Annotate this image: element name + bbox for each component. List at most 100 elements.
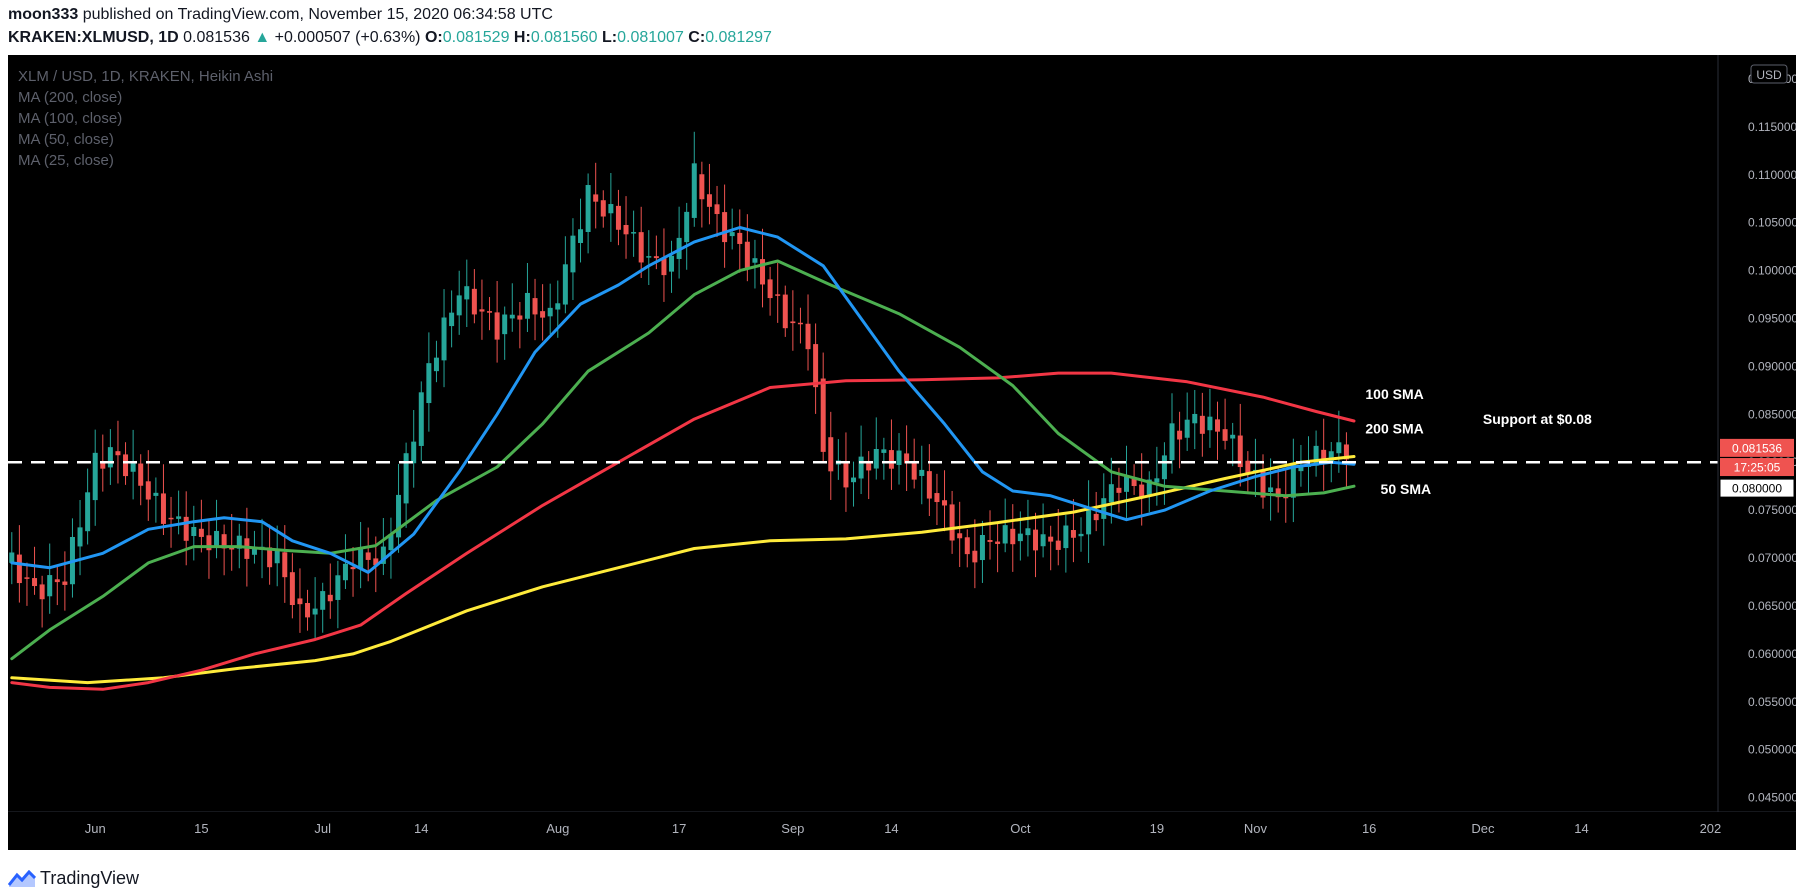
candle-body	[669, 255, 675, 272]
candle-body	[699, 174, 705, 200]
tradingview-watermark[interactable]: TradingView	[8, 868, 139, 889]
candle-body	[979, 535, 985, 561]
candle-body	[752, 258, 758, 263]
author-name[interactable]: moon333	[8, 6, 79, 23]
candle-body	[615, 205, 621, 230]
candle-body	[797, 322, 803, 325]
publish-info: published on TradingView.com, November 1…	[82, 6, 553, 23]
candle-body	[729, 232, 735, 237]
open-label: O:	[424, 29, 443, 46]
candle-body	[123, 454, 129, 477]
candle-body	[1131, 478, 1137, 487]
candle-body	[1002, 525, 1008, 544]
candle-body	[608, 204, 614, 214]
time-tick-label: Oct	[1010, 821, 1031, 836]
candle-body	[1260, 469, 1266, 498]
annotation-label[interactable]: 50 SMA	[1381, 481, 1432, 497]
legend-ma100[interactable]: MA (100, close)	[18, 110, 122, 127]
candle-body	[1101, 498, 1107, 519]
candle-body	[813, 344, 819, 388]
candle-body	[1343, 444, 1349, 460]
candle-body	[1070, 530, 1076, 538]
candle-body	[873, 449, 879, 469]
candle-body	[471, 288, 477, 315]
header-line-2: KRAKEN:XLMUSD, 1D 0.081536 ▲ +0.000507 (…	[8, 29, 772, 47]
legend-title[interactable]: XLM / USD, 1D, KRAKEN, Heikin Ashi	[18, 68, 273, 85]
ma50-line[interactable]	[10, 259, 1356, 661]
time-tick-label: 202	[1700, 821, 1722, 836]
price-tick-label: 0.060000	[1748, 647, 1796, 661]
time-tick-label: 15	[194, 821, 208, 836]
price-label-countdown: 17:25:05	[1734, 461, 1781, 475]
price-chart[interactable]: 0.045000 0.050000 0.055000 0.060000 0.065000…	[8, 55, 1796, 850]
candle-body	[562, 264, 568, 305]
candle-body	[782, 294, 788, 329]
candle-body	[380, 546, 386, 564]
candle-body	[274, 549, 280, 564]
candle-body	[820, 378, 826, 452]
tradingview-logo-icon	[8, 869, 36, 887]
ma25-line[interactable]	[10, 226, 1356, 574]
candle-body	[1033, 529, 1039, 551]
price-label-bg	[1719, 478, 1795, 498]
currency-button[interactable]: USD	[1750, 64, 1788, 84]
candle-body	[464, 286, 470, 300]
price-tick-label: 0.045000	[1748, 791, 1796, 805]
open-value: 0.081529	[442, 29, 510, 46]
candle-body	[1298, 465, 1304, 472]
candle-body	[585, 185, 591, 233]
candle-body	[517, 315, 523, 320]
candle-body	[183, 516, 189, 541]
price-tick-label: 0.075000	[1748, 503, 1796, 517]
candle-body	[1321, 449, 1327, 464]
annotation-label[interactable]: 100 SMA	[1365, 386, 1423, 402]
candle-body	[9, 552, 15, 563]
candle-body	[191, 526, 197, 537]
ma200-line[interactable]	[10, 455, 1356, 685]
price-tick-label: 0.090000	[1748, 359, 1796, 373]
candle-body	[555, 303, 561, 310]
price-axis[interactable]	[1718, 55, 1796, 812]
candle-body	[487, 311, 493, 313]
annotations-layer: 100 SMA 200 SMA Support at $0.08 50 SMA	[1365, 386, 1592, 497]
candle-body	[570, 235, 576, 273]
candle-body	[1275, 488, 1281, 498]
candle-body	[1336, 442, 1342, 454]
candle-body	[623, 224, 629, 235]
candle-body	[904, 453, 910, 464]
candle-body	[1010, 528, 1016, 545]
candle-body	[1199, 415, 1205, 434]
candle-body	[433, 357, 439, 372]
time-axis[interactable]	[8, 812, 1796, 850]
time-tick-label: 14	[414, 821, 428, 836]
annotation-label[interactable]: Support at $0.08	[1483, 411, 1592, 427]
candle-body	[1207, 416, 1213, 431]
candle-body	[775, 294, 781, 296]
annotation-label[interactable]: 200 SMA	[1365, 421, 1423, 437]
candle-body	[995, 541, 1001, 544]
chart-background[interactable]	[8, 55, 1796, 850]
candle-body	[85, 492, 91, 532]
candle-body	[547, 307, 553, 317]
candle-body	[737, 232, 743, 244]
candle-body	[760, 259, 766, 285]
up-arrow-icon: ▲	[254, 29, 271, 46]
candle-body	[449, 312, 455, 327]
candle-body	[312, 608, 318, 615]
low-label: L:	[602, 29, 618, 46]
legend-ma50[interactable]: MA (50, close)	[18, 131, 114, 148]
candle-body	[843, 461, 849, 488]
candle-body	[153, 492, 159, 496]
high-label: H:	[513, 29, 531, 46]
candle-body	[160, 493, 166, 524]
price-axis-ticks: 0.045000 0.050000 0.055000 0.060000 0.065000…	[1748, 72, 1796, 805]
price-change: +0.000507 (+0.63%)	[274, 29, 421, 46]
legend-ma200[interactable]: MA (200, close)	[18, 89, 122, 106]
candle-body	[926, 471, 932, 499]
candle-body	[1146, 479, 1152, 495]
last-price: 0.081536	[183, 29, 250, 46]
time-tick-label: Nov	[1244, 821, 1268, 836]
legend-ma25[interactable]: MA (25, close)	[18, 152, 114, 169]
candle-body	[631, 232, 637, 234]
candle-body	[509, 314, 515, 319]
